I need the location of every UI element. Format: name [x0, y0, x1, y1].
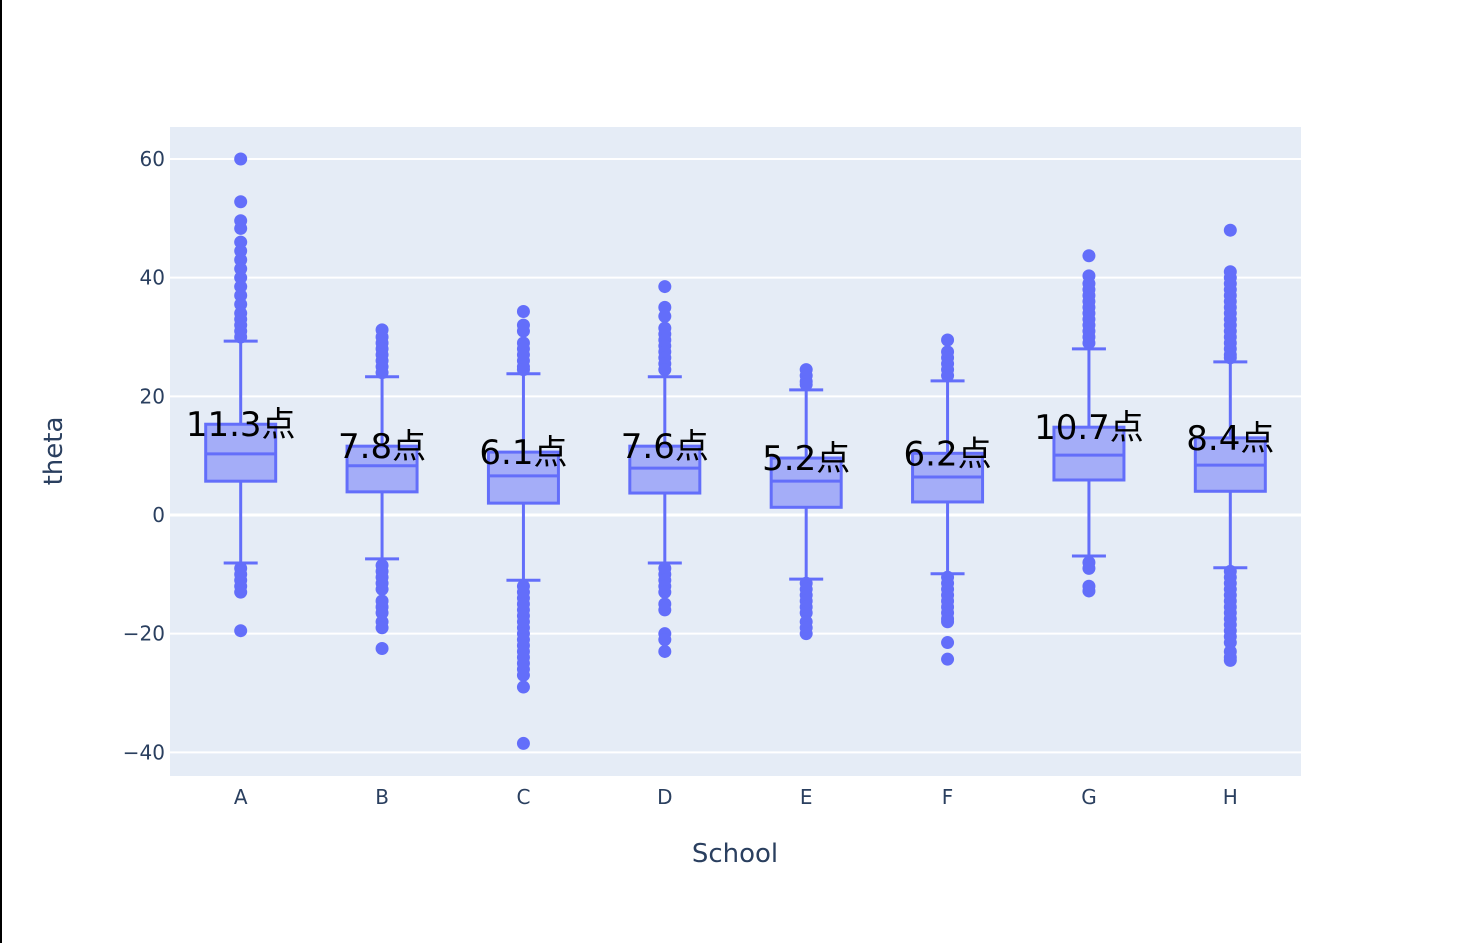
outlier-point — [516, 324, 530, 338]
outlier-point — [658, 300, 672, 314]
box-F — [911, 333, 985, 666]
outlier-point — [375, 366, 389, 380]
iqr-box — [345, 444, 419, 494]
outlier-point — [1082, 336, 1096, 350]
outlier-point — [234, 297, 248, 311]
outlier-point — [658, 280, 672, 294]
outlier-point — [1082, 584, 1096, 598]
outlier-point — [658, 633, 672, 647]
box-B — [345, 323, 419, 655]
x-tick-label: F — [942, 785, 954, 809]
outlier-point — [516, 736, 530, 750]
outlier-point — [375, 621, 389, 635]
x-tick-label: B — [375, 785, 389, 809]
x-tick-label: A — [234, 785, 248, 809]
outlier-point — [799, 627, 813, 641]
outlier-point — [234, 624, 248, 638]
x-tick-label: E — [800, 785, 813, 809]
outlier-point — [234, 280, 248, 294]
outlier-point — [234, 330, 248, 344]
median-annotation: 7.8点 — [338, 427, 426, 467]
outlier-point — [1082, 561, 1096, 575]
median-annotation: 6.2点 — [904, 434, 992, 474]
outlier-point — [234, 244, 248, 258]
outlier-point — [658, 644, 672, 658]
median-annotation: 11.3点 — [186, 405, 296, 445]
box-A — [204, 152, 278, 638]
outlier-point — [658, 309, 672, 323]
outlier-point — [799, 606, 813, 620]
y-axis-ticks: 60 40 20 0 −20 −40 — [123, 147, 165, 764]
outlier-point — [234, 585, 248, 599]
window-left-border — [0, 0, 2, 943]
outlier-point — [941, 615, 955, 629]
outlier-point — [1223, 636, 1237, 650]
outlier-point — [375, 582, 389, 596]
outlier-point — [234, 235, 248, 249]
outlier-point — [658, 603, 672, 617]
outlier-point — [941, 636, 955, 650]
box-H — [1193, 223, 1267, 667]
box-C — [486, 304, 560, 750]
outlier-point — [516, 668, 530, 682]
outlier-point — [941, 369, 955, 383]
outlier-point — [941, 333, 955, 347]
median-annotation: 6.1点 — [479, 433, 567, 473]
outlier-point — [234, 195, 248, 209]
outlier-point — [375, 641, 389, 655]
x-tick-label: C — [516, 785, 530, 809]
boxes — [204, 152, 1267, 750]
median-annotation: 8.4点 — [1186, 419, 1274, 459]
gridlines — [170, 158, 1301, 754]
y-tick-label: 40 — [140, 266, 165, 290]
x-tick-label: D — [657, 785, 672, 809]
y-tick-label: −40 — [123, 740, 165, 764]
median-annotations: 11.3点 7.8点 6.1点 7.6点 5.2点 6.2点 10.7点 8.4点 — [186, 405, 1275, 479]
outlier-point — [516, 304, 530, 318]
outlier-point — [375, 606, 389, 620]
median-annotation: 5.2点 — [762, 439, 850, 479]
x-axis-title: School — [692, 839, 778, 869]
outlier-point — [658, 585, 672, 599]
outlier-point — [1082, 249, 1096, 263]
median-annotation: 10.7点 — [1034, 408, 1144, 448]
x-axis-ticks: A B C D E F G H — [234, 785, 1238, 809]
outlier-point — [516, 680, 530, 694]
outlier-point — [234, 262, 248, 276]
box-G — [1052, 249, 1126, 598]
outlier-point — [1223, 351, 1237, 365]
outlier-point — [234, 288, 248, 302]
x-tick-label: G — [1081, 785, 1097, 809]
outlier-point — [516, 363, 530, 377]
outlier-point — [941, 652, 955, 666]
outlier-point — [658, 363, 672, 377]
box-E — [769, 363, 843, 641]
outlier-point — [234, 221, 248, 235]
outlier-point — [1223, 653, 1237, 667]
y-tick-label: 20 — [140, 384, 165, 408]
y-tick-label: 0 — [152, 503, 165, 527]
outlier-point — [234, 253, 248, 267]
iqr-box — [486, 450, 560, 505]
y-tick-label: 60 — [140, 147, 165, 171]
median-annotation: 7.6点 — [621, 427, 709, 467]
y-axis-title: theta — [39, 417, 69, 486]
outlier-point — [799, 377, 813, 391]
outlier-point — [234, 152, 248, 166]
x-tick-label: H — [1223, 785, 1238, 809]
y-tick-label: −20 — [123, 622, 165, 646]
outlier-point — [1223, 223, 1237, 237]
box-D — [628, 280, 702, 658]
outlier-point — [234, 271, 248, 285]
